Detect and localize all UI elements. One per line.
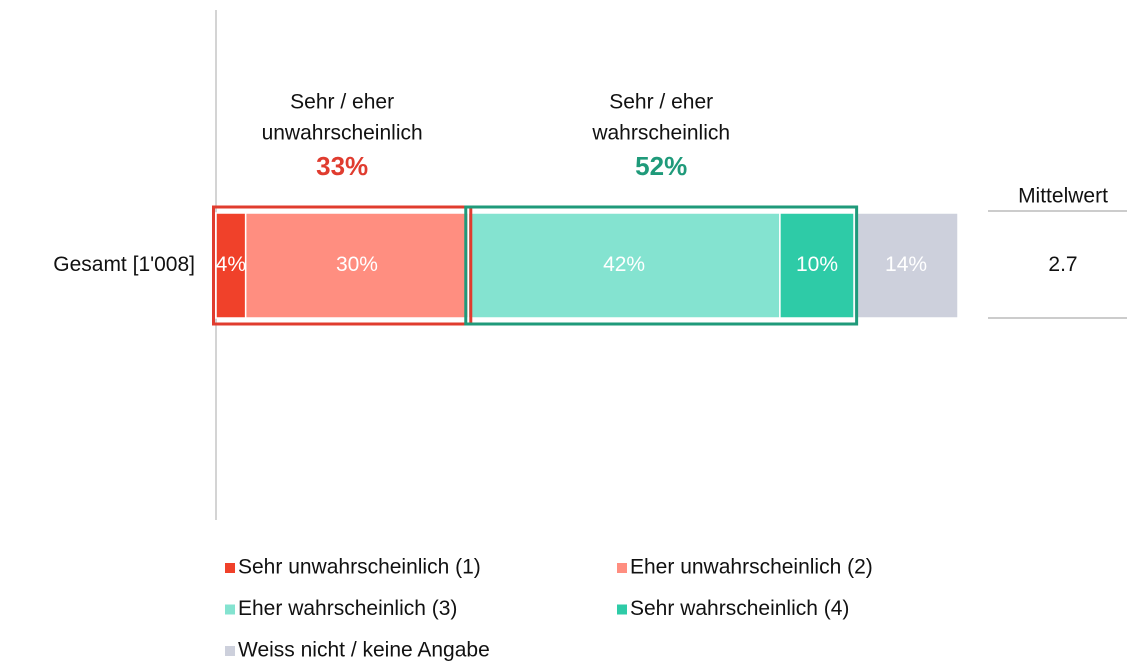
value-label: 10% — [796, 253, 838, 276]
mean-header: Mittelwert — [1018, 185, 1108, 208]
bar-segment — [215, 212, 247, 319]
legend-swatch — [617, 604, 627, 615]
legend-label: Eher unwahrscheinlich (2) — [630, 556, 873, 579]
legend-swatch — [617, 563, 627, 573]
legend-swatch — [225, 646, 235, 656]
bar-segment — [244, 212, 470, 319]
group-value: 33% — [316, 151, 368, 181]
mean-value: 2.7 — [1048, 253, 1077, 276]
value-label: 42% — [603, 253, 645, 276]
group-label: Sehr / eher — [290, 91, 394, 114]
group-label: unwahrscheinlich — [262, 122, 423, 145]
group-label: wahrscheinlich — [591, 122, 730, 145]
category-label: Gesamt [1'008] — [53, 253, 195, 276]
legend-label: Sehr unwahrscheinlich (1) — [238, 556, 481, 579]
bar-segment — [467, 212, 781, 319]
bar-segment — [779, 212, 855, 319]
legend-label: Sehr wahrscheinlich (4) — [630, 597, 849, 620]
value-label: 4% — [216, 253, 246, 276]
legend-swatch — [225, 563, 235, 573]
value-label: 30% — [336, 253, 378, 276]
group-box — [464, 205, 859, 326]
value-label: 14% — [885, 253, 927, 276]
legend-label: Eher wahrscheinlich (3) — [238, 597, 457, 620]
legend-label: Weiss nicht / keine Angabe — [238, 639, 490, 662]
bar-segment — [853, 212, 959, 319]
group-value: 52% — [635, 151, 687, 181]
group-label: Sehr / eher — [609, 91, 713, 114]
group-box — [212, 205, 473, 326]
legend-swatch — [225, 604, 235, 615]
